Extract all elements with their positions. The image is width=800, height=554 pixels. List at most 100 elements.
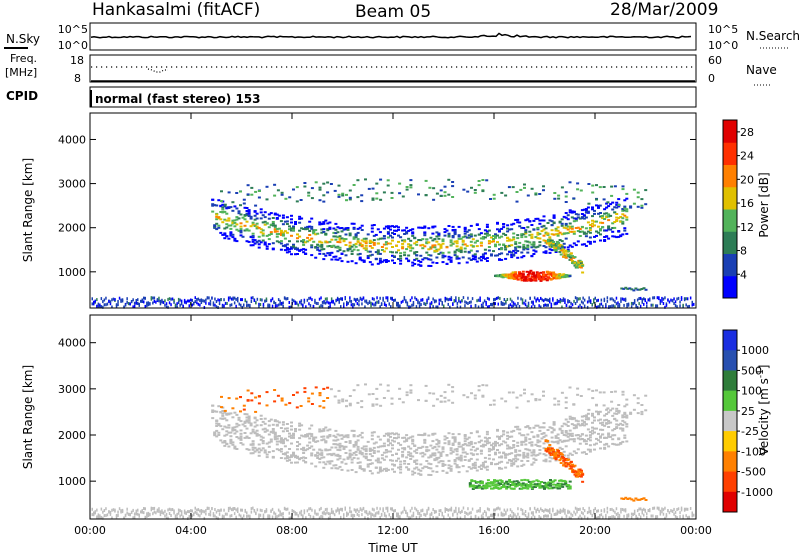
power-cell-592 (302, 241, 306, 244)
vel-cell-1601 (463, 455, 467, 458)
vel-cell-4500 (411, 506, 413, 510)
vel-cell-877 (348, 449, 352, 452)
power-cell-2372 (584, 227, 588, 230)
vel-cell-319 (261, 440, 265, 442)
vel-cell-305 (257, 443, 261, 446)
vel-cell-1871 (508, 447, 512, 450)
vel-cell-3824 (133, 515, 136, 519)
power-cell-4711 (502, 303, 504, 306)
vel-cell-1861 (506, 447, 510, 450)
vel-cell-4618 (459, 511, 462, 515)
power-cell-4627 (464, 300, 466, 304)
vel-cell-2571 (615, 407, 619, 410)
power-cell-4326 (343, 302, 345, 306)
power-cell-4867 (568, 300, 571, 303)
vel-cell-3928 (176, 512, 178, 516)
power-cell-108 (227, 217, 231, 220)
power-cell-3309 (512, 274, 516, 277)
power-cell-1364 (429, 236, 433, 239)
vel-cell-4458 (393, 509, 395, 513)
power-cell-3693 (624, 286, 628, 289)
vel-cell-3628 (538, 482, 542, 485)
vel-cell-2405 (588, 436, 592, 439)
vel-cell-4333 (344, 507, 346, 511)
vel-cell-3852 (146, 512, 148, 516)
power-cell-2972 (610, 185, 614, 188)
vel-cell-1163 (395, 453, 398, 455)
power-cell-4076 (235, 297, 237, 301)
vel-cell-2303 (572, 424, 576, 427)
power-cell-4897 (580, 300, 583, 304)
power-cell-1586 (463, 235, 467, 238)
vel-cell-4163 (271, 507, 274, 511)
power-cell-1718 (483, 248, 487, 251)
power-cell-1670 (475, 250, 479, 253)
power-cell-222 (247, 210, 251, 213)
power-cell-160 (235, 240, 239, 243)
vel-cell-4215 (294, 512, 296, 516)
power-cell-4541 (429, 305, 431, 309)
vel-cell-3626 (538, 486, 542, 489)
power-cell-4991 (618, 304, 621, 308)
vel-cell-2097 (542, 435, 546, 438)
vel-cell-1611 (467, 466, 471, 469)
vel-cell-1235 (407, 445, 411, 448)
power-cell-4272 (321, 300, 324, 304)
vel-cell-4572 (440, 509, 442, 513)
vel-cell-553 (296, 441, 299, 443)
power-cell-2252 (564, 216, 568, 219)
vel-cell-3093 (557, 449, 561, 452)
vel-cell-1851 (506, 453, 510, 456)
power-cell-2072 (538, 237, 542, 240)
power-cell-1486 (447, 232, 451, 235)
vel-cell-2919 (553, 397, 557, 400)
power-cell-2716 (307, 194, 311, 197)
power-cell-2460 (599, 212, 602, 214)
power-cell-752 (328, 221, 332, 224)
vel-cell-4177 (277, 508, 280, 512)
power-cell-2098 (542, 245, 546, 247)
power-cell-2204 (558, 220, 562, 223)
power-cell-4244 (308, 296, 310, 300)
vel-cell-57 (221, 428, 225, 431)
vel-cell-2289 (570, 435, 574, 437)
vel-cell-903 (352, 429, 356, 432)
vel-cell-747 (328, 435, 332, 438)
power-cell-4224 (299, 300, 301, 304)
power-cell-3921 (173, 298, 175, 302)
noise-panel: N.Sky 10^5 10^0 10^5 10^0 N.Search (4, 22, 800, 52)
power-cell-4232 (302, 303, 304, 307)
power-cell-3935 (179, 303, 181, 307)
power-cell-5063 (649, 298, 651, 302)
power-cell-2906 (530, 187, 534, 190)
vel-cell-3624 (536, 480, 540, 483)
vel-cell-1369 (429, 454, 433, 457)
power-cell-1800 (498, 243, 501, 246)
noise-left-label: N.Sky (6, 32, 40, 46)
vel-cell-4504 (412, 514, 415, 518)
vel-cell-329 (261, 428, 265, 431)
power-cell-1568 (459, 246, 463, 249)
vel-cell-25 (215, 410, 219, 413)
power-cell-830 (340, 237, 344, 240)
vel-cell-3740 (100, 507, 103, 511)
power-cell-4803 (543, 304, 545, 308)
vel-cell-4009 (208, 506, 210, 510)
power-cell-4985 (617, 304, 619, 308)
vel-cell-4341 (349, 506, 351, 510)
power-cell-4997 (621, 297, 624, 301)
power-cell-130 (231, 209, 235, 212)
vel-cell-1735 (485, 437, 489, 440)
power-cell-1572 (459, 248, 463, 251)
power-cell-4727 (509, 303, 512, 307)
vel-cell-2539 (611, 414, 615, 417)
vel-cell-4141 (262, 513, 265, 517)
vel-cell-3525 (486, 479, 490, 482)
vel-cell-2231 (562, 454, 566, 457)
power-cell-3004 (644, 189, 648, 192)
power-cell-2954 (595, 184, 598, 187)
vel-cell-4267 (318, 516, 321, 520)
vel-cell-665 (316, 457, 320, 459)
power-cell-2580 (617, 217, 621, 220)
power-cell-4663 (482, 305, 484, 309)
